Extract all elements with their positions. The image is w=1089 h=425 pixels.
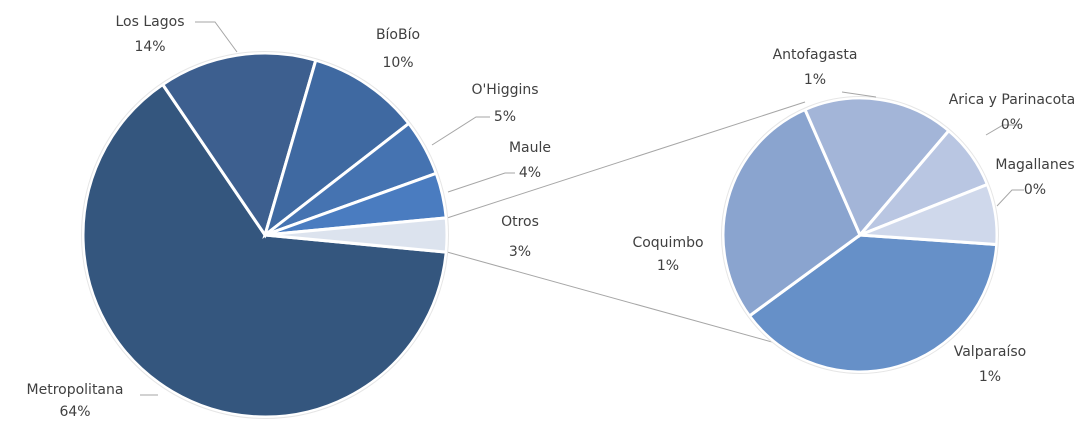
pie-slice (264, 216, 449, 254)
value-label: 10% (382, 55, 413, 71)
pie-slice (81, 82, 448, 419)
value-label: 0% (1024, 182, 1046, 198)
leader-line (985, 124, 1018, 136)
value-label: 1% (979, 369, 1001, 385)
category-label: BíoBío (376, 27, 420, 43)
pie-outline (81, 51, 449, 419)
value-label: 5% (494, 109, 516, 125)
category-label: Antofagasta (773, 47, 858, 63)
value-label: 64% (59, 404, 90, 420)
leader-line (195, 21, 238, 53)
pie-slice (721, 107, 862, 318)
value-label: 1% (657, 258, 679, 274)
leader-line (841, 91, 877, 98)
leader-line (431, 116, 490, 146)
value-label: 1% (804, 72, 826, 88)
value-label: 3% (509, 244, 531, 260)
category-label: Coquimbo (632, 235, 703, 251)
pie-slice (262, 58, 411, 240)
category-label: Otros (501, 214, 539, 230)
category-label: Los Lagos (116, 14, 185, 30)
category-label: Metropolitana (27, 382, 124, 398)
category-label: O'Higgins (471, 82, 538, 98)
value-label: 4% (519, 165, 541, 181)
connector-line (446, 251, 791, 348)
leader-line (447, 172, 515, 193)
value-label: 14% (134, 39, 165, 55)
category-label: Arica y Parinacota (949, 92, 1076, 108)
pie-slice (747, 233, 999, 374)
pie-slice (803, 96, 951, 238)
connector-line (446, 101, 806, 219)
leader-line (996, 189, 1024, 207)
pie-outline (721, 96, 999, 374)
value-label: 0% (1001, 117, 1023, 133)
category-label: Maule (509, 140, 551, 156)
category-label: Valparaíso (954, 344, 1027, 360)
pie-slice (859, 182, 999, 247)
category-label: Magallanes (995, 157, 1074, 173)
